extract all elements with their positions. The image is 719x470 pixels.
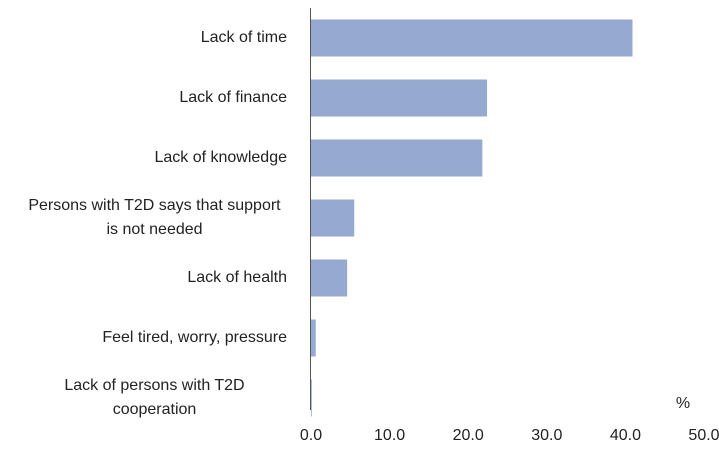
y-tick-label: Feel tired, worry, pressure bbox=[102, 329, 287, 346]
x-tick-label: 20.0 bbox=[453, 427, 484, 444]
x-tick-label: 10.0 bbox=[374, 427, 405, 444]
y-tick-label: Lack of knowledge bbox=[154, 149, 287, 166]
y-tick-label: Lack of persons with T2D cooperation bbox=[64, 377, 245, 418]
bar bbox=[311, 319, 316, 357]
x-axis-label: % bbox=[676, 395, 690, 412]
x-tick-label: 30.0 bbox=[531, 427, 562, 444]
bar bbox=[311, 139, 483, 177]
y-tick-label: Lack of time bbox=[200, 29, 287, 46]
bar bbox=[311, 379, 312, 417]
bar bbox=[311, 259, 348, 297]
x-tick-label: 50.0 bbox=[688, 427, 719, 444]
y-tick-label: Lack of health bbox=[187, 269, 287, 286]
bar bbox=[311, 79, 488, 117]
y-tick-label: Persons with T2D says that support is no… bbox=[28, 197, 281, 238]
bar bbox=[311, 19, 633, 57]
x-tick-label: 0.0 bbox=[300, 427, 322, 444]
y-tick-label: Lack of finance bbox=[179, 89, 287, 106]
bar bbox=[311, 199, 355, 237]
x-tick-label: 40.0 bbox=[610, 427, 641, 444]
